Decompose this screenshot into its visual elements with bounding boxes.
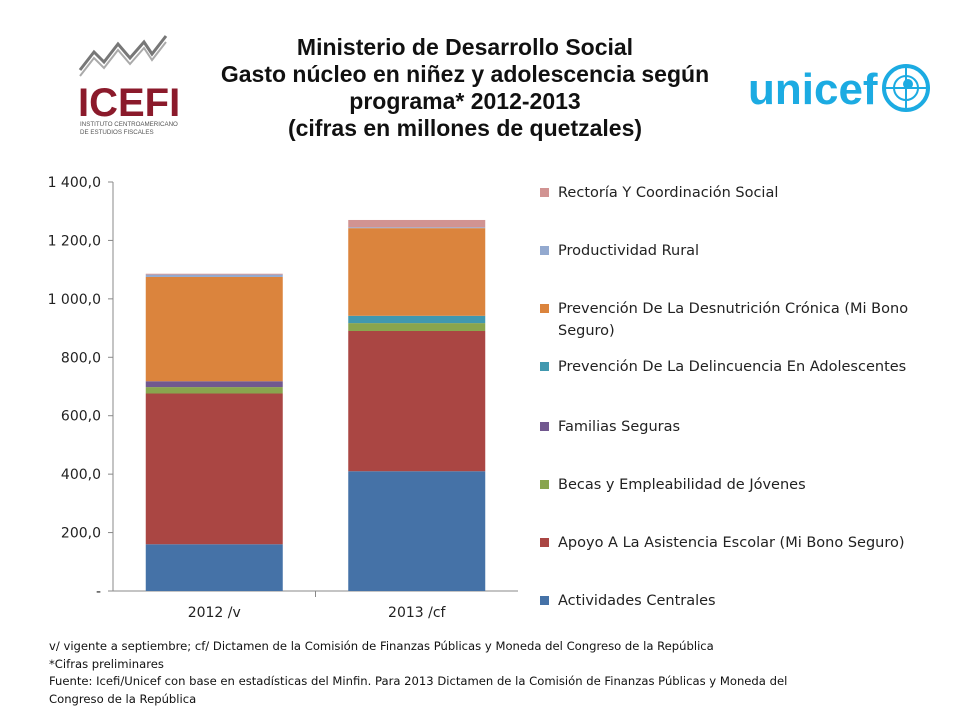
title-line-1: Ministerio de Desarrollo Social [296,34,634,60]
bar-segment [348,471,486,591]
legend-swatch [540,422,549,431]
bar-segment [145,273,283,275]
y-tick-label: 400,0 [61,467,101,483]
legend-swatch [540,304,549,313]
icefi-tagline-1: INSTITUTO CENTROAMERICANO [80,121,178,128]
icefi-logo: ICEFI INSTITUTO CENTROAMERICANO DE ESTUD… [78,35,180,136]
legend-label: Actividades Centrales [558,593,716,609]
y-tick-label: - [96,584,101,600]
legend-label: Productividad Rural [558,243,700,259]
y-tick-label: 600,0 [61,409,101,425]
bar-segment [145,387,283,394]
legend-swatch [540,538,549,547]
y-tick-label: 1 400,0 [48,175,101,191]
unicef-logo: unicef [748,64,930,114]
legend-swatch [540,480,549,489]
legend-label: Familias Seguras [558,419,681,435]
footnote-2: *Cifras preliminares [49,656,164,671]
legend-label: Rectoría Y Coordinación Social [558,185,779,201]
bar-segment [348,228,486,316]
legend-label: Becas y Empleabilidad de Jóvenes [558,477,806,493]
x-tick-label: 2013 /cf [388,605,446,621]
legend-label: Prevención De La Desnutrición Crónica (M… [558,301,909,339]
bar-segment [348,219,486,228]
legend-swatch [540,188,549,197]
y-tick-label: 200,0 [61,526,101,542]
title-line-2: Gasto núcleo en niñez y adolescencia seg… [220,61,710,87]
legend-swatch [540,246,549,255]
title-line-4: (cifras en millones de quetzales) [287,115,643,141]
legend-swatch [540,596,549,605]
bar-segment [348,315,486,324]
y-tick-label: 1 200,0 [48,233,101,249]
bar-segment [348,330,486,472]
icefi-mountain-icon [78,35,168,71]
bar-segment [145,381,283,388]
legend-swatch [540,362,549,371]
bar-segment [145,276,283,382]
legend-label: Apoyo A La Asistencia Escolar (Mi Bono S… [558,535,905,551]
y-tick-label: 800,0 [61,350,101,366]
icefi-wordmark: ICEFI [78,81,180,125]
x-tick-label: 2012 /v [188,605,241,621]
bar-segment [145,274,283,277]
legend-label: Prevención De La Delincuencia En Adolesc… [558,359,907,375]
chart-title: Ministerio de Desarrollo Social Gasto nú… [150,34,780,142]
icefi-tagline-2: DE ESTUDIOS FISCALES [80,129,154,136]
title-line-3: programa* 2012-2013 [349,88,581,114]
unicef-globe-icon [882,64,930,112]
bar-segment [348,323,486,331]
footnote-3: Fuente: Icefi/Unicef con base en estadís… [49,674,788,688]
footnote-1: v/ vigente a septiembre; cf/ Dictamen de… [49,639,714,653]
bar-segment [145,544,283,591]
bar-segment [145,393,283,545]
bar-segment [348,227,486,229]
y-tick-label: 1 000,0 [48,292,101,308]
footnotes: v/ vigente a septiembre; cf/ Dictamen de… [49,638,949,708]
footnote-4: Congreso de la República [49,691,197,706]
unicef-wordmark: unicef [748,65,878,114]
